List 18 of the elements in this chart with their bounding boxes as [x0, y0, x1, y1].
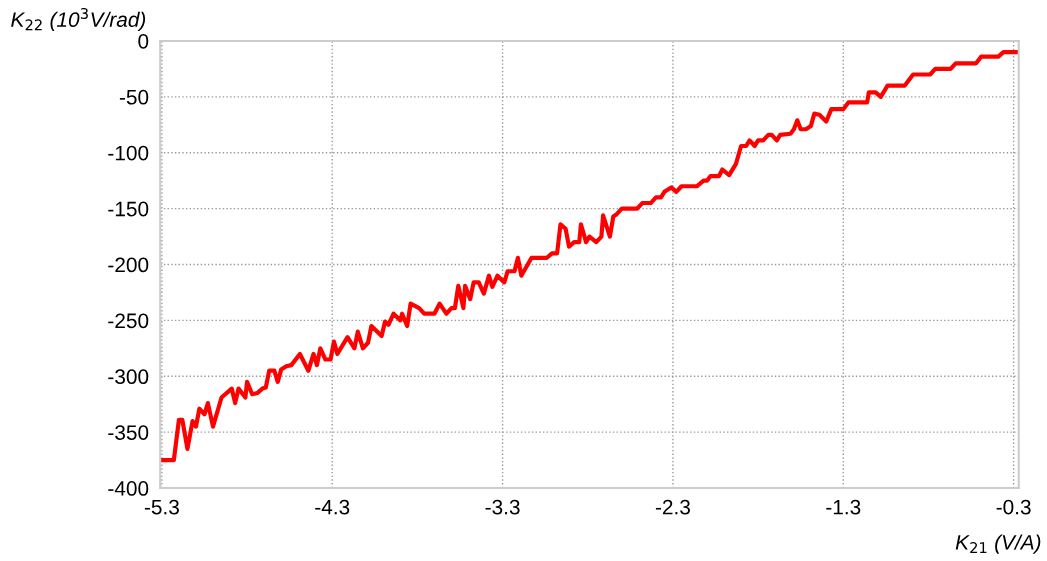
x-axis-title: K$_{21}$ (V/A) — [955, 534, 1041, 554]
x-tick-label: -0.3 — [996, 499, 1031, 515]
y-tick-label: -200 — [108, 257, 149, 273]
x-tick-label: -1.3 — [826, 499, 861, 515]
y-axis-title: K$_{22}$ (10$^{3}$V/rad) — [11, 7, 146, 32]
y-tick-label: -100 — [108, 145, 149, 161]
y-tick-label: -150 — [108, 201, 149, 217]
y-tick-label: -400 — [108, 481, 149, 496]
x-tick-label: -2.3 — [655, 499, 690, 515]
x-tick-label: -3.3 — [485, 499, 520, 515]
y-tick-label: -250 — [108, 313, 149, 329]
y-tick-label: 0 — [138, 33, 149, 49]
line-series — [160, 50, 1019, 463]
y-tick-label: -50 — [119, 89, 149, 105]
x-tick-label: -4.3 — [315, 499, 350, 515]
y-tick-label: -300 — [108, 369, 149, 385]
x-tick-label: -5.3 — [144, 499, 179, 515]
y-tick-label: -350 — [108, 425, 149, 440]
